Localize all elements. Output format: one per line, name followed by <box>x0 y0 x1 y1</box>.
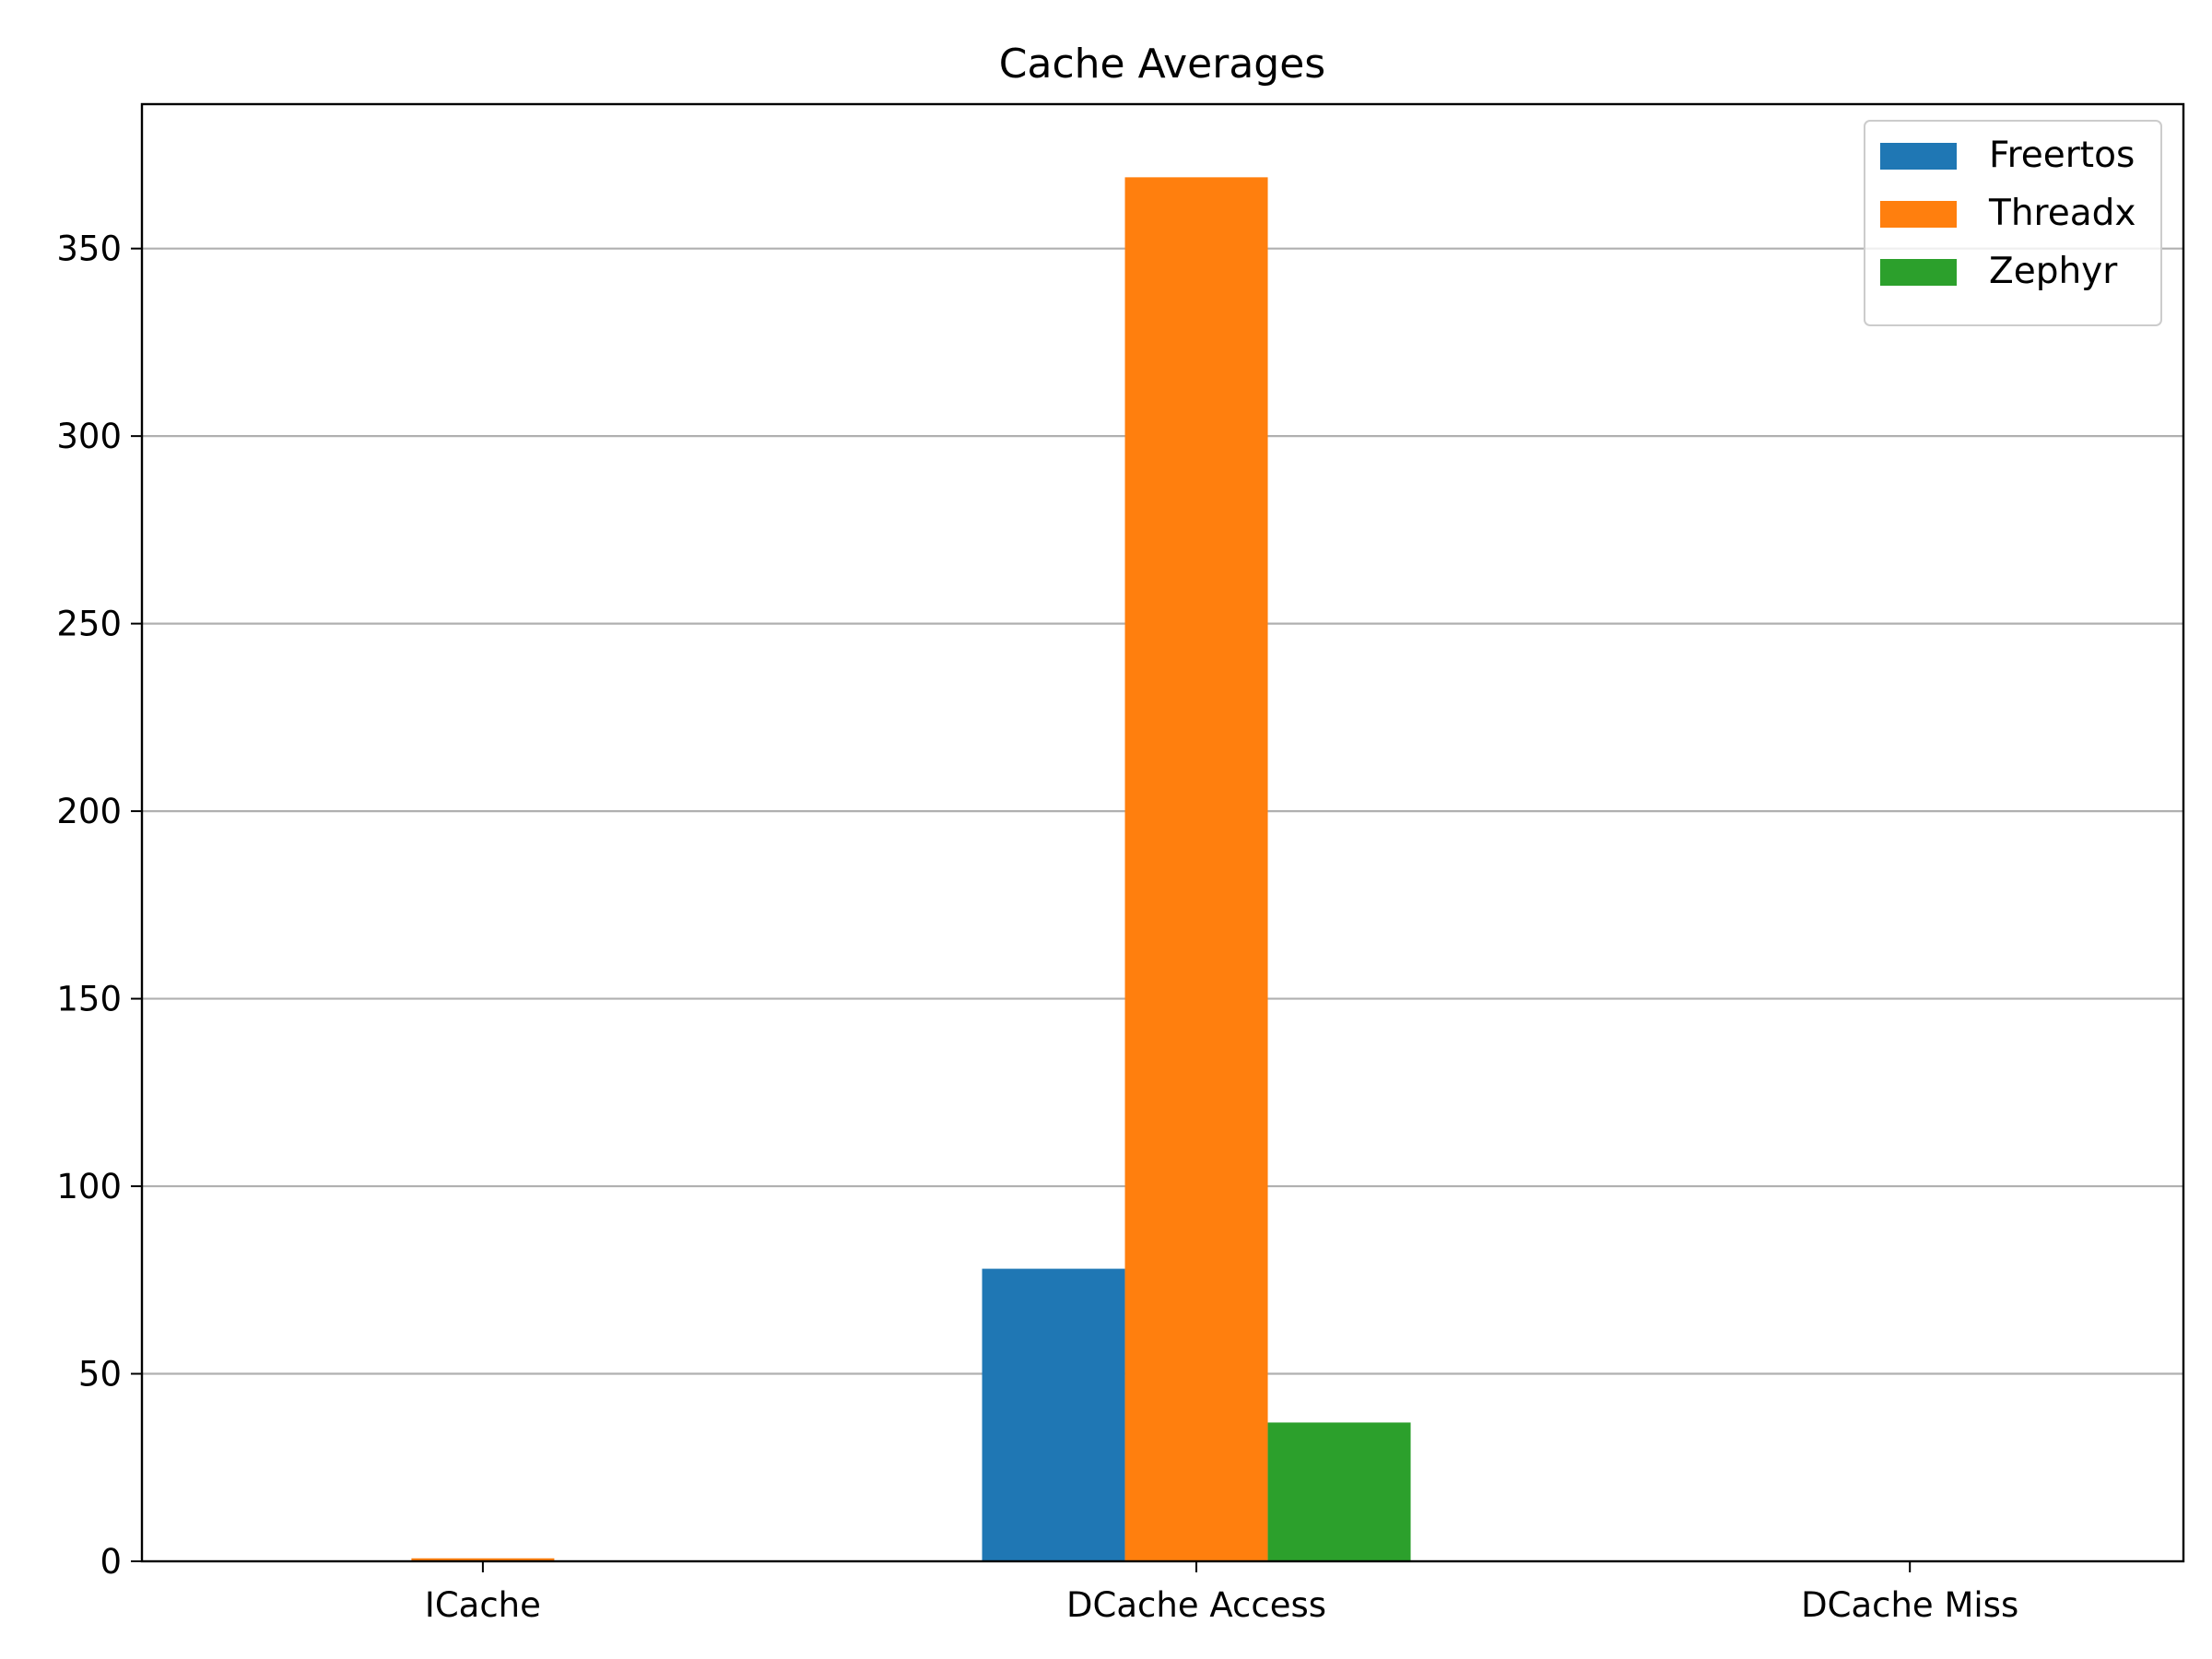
bar-zephyr-dcache-access <box>1267 1422 1411 1561</box>
bars <box>411 177 1411 1561</box>
chart-title: Cache Averages <box>999 41 1325 88</box>
legend-swatch-freertos <box>1880 143 1957 170</box>
y-tick-label: 150 <box>56 980 122 1019</box>
y-tick-label: 0 <box>100 1542 122 1582</box>
y-tick-label: 250 <box>56 605 122 644</box>
legend-label-threadx: Threadx <box>1988 193 2136 234</box>
plot-frame <box>140 102 2185 1563</box>
x-tick-label: DCache Miss <box>1801 1585 2018 1625</box>
bar-threadx-dcache-access <box>1124 177 1268 1561</box>
x-tick-label: DCache Access <box>1066 1585 1326 1625</box>
legend-label-freertos: Freertos <box>1989 135 2135 176</box>
x-tick-label: ICache <box>425 1585 541 1625</box>
bar-freertos-dcache-access <box>982 1268 1125 1561</box>
y-tick-label: 300 <box>56 417 122 456</box>
y-tick-label: 350 <box>56 229 122 269</box>
bar-threadx-icache <box>411 1558 555 1561</box>
legend: Freertos Threadx Zephyr <box>1864 120 2162 326</box>
y-tick-label: 100 <box>56 1167 122 1206</box>
y-tick-label: 50 <box>78 1355 122 1394</box>
axes: 0 50 100 150 200 250 300 350 ICache DCache Access… <box>56 102 2185 1625</box>
legend-label-zephyr: Zephyr <box>1989 251 2118 292</box>
legend-swatch-threadx <box>1880 201 1957 228</box>
y-tick-label: 200 <box>56 792 122 831</box>
legend-swatch-zephyr <box>1880 259 1957 286</box>
